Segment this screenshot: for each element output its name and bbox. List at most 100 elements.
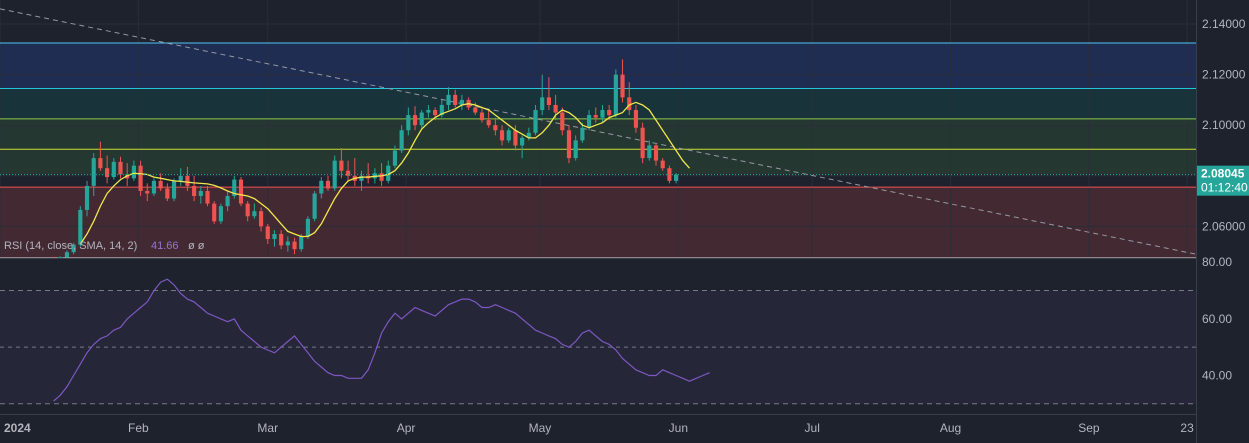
price-tick-label: 2.06000: [1202, 219, 1246, 233]
candle-body: [131, 165, 136, 179]
zone-2: [0, 118, 1196, 150]
candle: [292, 237, 297, 255]
candle-body: [546, 97, 551, 105]
rsi-pane[interactable]: RSI (14, close, SMA, 14, 2) 41.66 ø ø: [0, 240, 1196, 405]
rsi-bands: [0, 290, 1196, 405]
current-price-badge-bg: [1197, 165, 1249, 196]
candle: [613, 69, 618, 118]
candle-body: [419, 112, 424, 126]
current-price-badge: 2.08045 01:12:40: [1197, 165, 1249, 196]
candle-body: [339, 160, 344, 171]
candle-body: [145, 190, 150, 194]
candle-body: [245, 203, 250, 217]
candle-body: [560, 112, 565, 131]
candle: [446, 87, 451, 111]
candle-body: [526, 132, 531, 138]
candle-body: [279, 233, 284, 246]
candle: [546, 77, 551, 111]
candle: [218, 203, 223, 224]
candle: [412, 106, 418, 131]
current-price-label: 2.08045: [1201, 167, 1245, 181]
candle: [138, 160, 143, 197]
candle-body: [520, 137, 525, 146]
countdown-label: 01:12:40: [1201, 181, 1248, 195]
candle-body: [580, 127, 585, 141]
time-tick-label: Mar: [257, 421, 278, 435]
time-tick-label: May: [529, 421, 552, 435]
candle-body: [265, 226, 270, 240]
candle: [359, 170, 364, 191]
candle: [392, 145, 398, 169]
candle: [53, 256, 55, 258]
candle: [272, 230, 277, 247]
candle: [653, 142, 659, 166]
candle: [285, 236, 290, 252]
candle-body: [78, 209, 83, 245]
candle: [332, 155, 337, 191]
candle: [419, 110, 424, 128]
rsi-tick-label: 40.00: [1202, 368, 1232, 382]
candle-body: [674, 174, 679, 181]
zone-1: [0, 88, 1196, 119]
candle: [399, 125, 404, 154]
candle-body: [185, 175, 190, 186]
candle-body: [91, 158, 96, 186]
candle-body: [178, 175, 183, 181]
candle-body: [573, 140, 578, 159]
candle: [566, 125, 572, 164]
candle: [453, 89, 458, 108]
price-tick-label: 2.10000: [1202, 118, 1246, 132]
time-axis[interactable]: 2024 Feb Mar Apr May Jun Jul Aug Sep 23: [4, 421, 1194, 435]
candle: [660, 158, 665, 171]
candle: [78, 206, 83, 247]
candle: [580, 122, 585, 143]
candle-body: [379, 173, 384, 181]
candle: [533, 104, 538, 136]
candle: [426, 104, 431, 118]
candle-body: [647, 145, 652, 159]
candle-body: [151, 180, 157, 194]
candle-body: [84, 185, 90, 210]
candle-body: [620, 74, 625, 98]
candle: [386, 160, 391, 184]
candle: [64, 250, 70, 258]
candle: [71, 242, 76, 255]
rsi-axis[interactable]: 80.00 60.00 40.00: [1202, 255, 1232, 382]
candle: [192, 175, 197, 202]
candle: [540, 74, 545, 116]
candle-body: [540, 97, 545, 111]
candle: [593, 107, 598, 123]
candle-body: [479, 112, 485, 121]
candle: [640, 122, 645, 164]
rsi-legend-extra: ø ø: [188, 240, 205, 252]
price-pane[interactable]: [0, 0, 1196, 414]
candle-body: [272, 233, 277, 240]
candle: [205, 185, 210, 207]
candle: [620, 59, 625, 103]
candle: [198, 185, 203, 204]
candle: [513, 125, 518, 151]
trendline: [0, 8, 1196, 255]
candle-body: [426, 110, 431, 113]
candle-body: [98, 158, 103, 169]
candle-body: [111, 161, 116, 178]
candle-body: [165, 188, 170, 199]
candle: [627, 82, 632, 116]
candle-body: [218, 206, 223, 222]
candle-body: [225, 196, 230, 207]
candle-body: [453, 94, 458, 105]
time-tick-label: Jun: [669, 421, 688, 435]
candle: [520, 135, 525, 159]
time-tick-label: Sep: [1078, 421, 1100, 435]
candle-body: [212, 203, 217, 222]
candle: [178, 168, 183, 186]
candle-body: [346, 170, 351, 176]
candle-body: [473, 107, 478, 113]
rsi-legend[interactable]: RSI (14, close, SMA, 14, 2) 41.66 ø ø: [4, 240, 205, 252]
candle-body: [613, 74, 618, 116]
candle-body: [252, 211, 257, 217]
candle: [325, 175, 331, 191]
candle: [105, 155, 110, 184]
zones: [0, 43, 1196, 258]
